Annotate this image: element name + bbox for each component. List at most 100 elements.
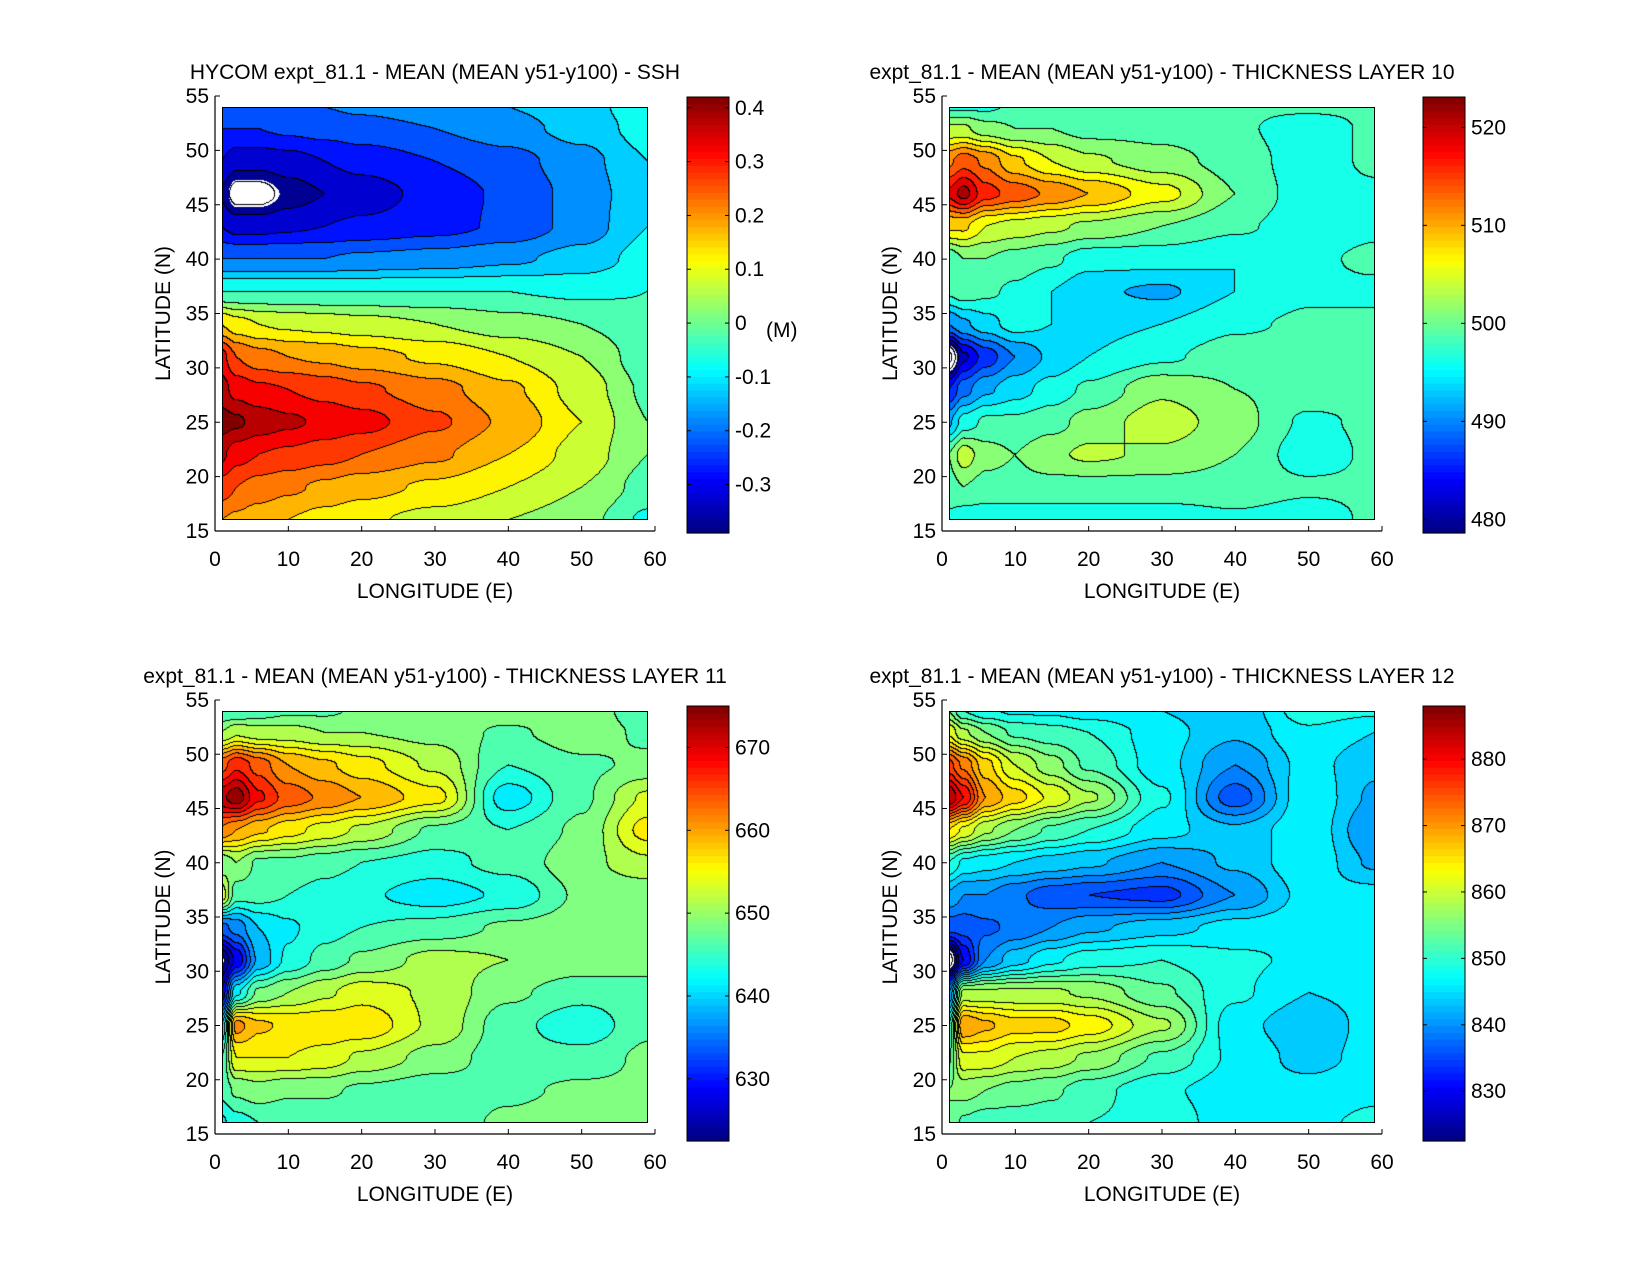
colorbar-swatch [687, 226, 729, 234]
colorbar-swatch [687, 862, 729, 870]
field-border [222, 107, 648, 520]
colorbar-swatch [1423, 971, 1465, 979]
colorbar-tick-label: 870 [1471, 815, 1506, 838]
x-tick-label: 30 [1150, 548, 1173, 571]
colorbar-swatch [1423, 841, 1465, 850]
colorbar-swatch [687, 855, 729, 863]
colorbar-swatch [687, 349, 729, 357]
colorbar-tick-label: 830 [1471, 1080, 1506, 1103]
colorbar-swatch [687, 383, 729, 391]
colorbar-swatch [687, 117, 729, 125]
field-border [949, 711, 1375, 1123]
colorbar-swatch [1423, 1073, 1465, 1081]
colorbar-swatch [687, 753, 729, 761]
colorbar: 0.4 0.3 0.2 0.1 0 -0.1 -0.2 -0.3 (M) [686, 96, 797, 534]
colorbar-swatch [687, 233, 729, 241]
colorbar-swatch [1423, 389, 1465, 398]
colorbar-swatch [687, 1018, 729, 1027]
subplot-title: expt_81.1 - MEAN (MEAN y51-y100) - THICK… [143, 665, 727, 688]
colorbar-swatch [687, 124, 729, 132]
colorbar-swatch [687, 280, 729, 289]
colorbar-swatch [687, 882, 729, 891]
y-tick-label: 15 [186, 520, 209, 543]
colorbar-swatch [1423, 137, 1465, 146]
colorbar-swatch [1423, 383, 1465, 391]
colorbar-swatch [1423, 512, 1465, 520]
colorbar-swatch [687, 485, 729, 493]
colorbar-swatch [687, 444, 729, 452]
colorbar-tick-label: 640 [735, 985, 770, 1008]
colorbar-swatch [1423, 896, 1465, 904]
subplot-title: HYCOM expt_81.1 - MEAN (MEAN y51-y100) -… [190, 61, 680, 84]
colorbar-swatch [1423, 260, 1465, 268]
colorbar-swatch [687, 294, 729, 302]
colorbar-swatch [687, 1120, 729, 1129]
x-tick-label: 40 [1224, 1151, 1247, 1174]
y-tick-label: 30 [186, 960, 209, 983]
colorbar-swatch [687, 773, 729, 782]
colorbar-swatch [1423, 1093, 1465, 1101]
subplot-title: expt_81.1 - MEAN (MEAN y51-y100) - THICK… [869, 61, 1454, 84]
colorbar-swatch [687, 923, 729, 931]
colorbar-swatch [1423, 998, 1465, 1006]
colorbar-swatch [687, 362, 729, 371]
colorbar-swatch [687, 430, 729, 439]
colorbar-border [686, 96, 730, 534]
colorbar-swatch [687, 726, 729, 734]
colorbar-swatch [1423, 1107, 1465, 1115]
colorbar-swatch [687, 1052, 729, 1061]
colorbar-swatch [1423, 1039, 1465, 1047]
colorbar-swatch [1423, 801, 1465, 809]
colorbar-swatch [687, 165, 729, 173]
colorbar-swatch [687, 998, 729, 1006]
colorbar-tick-label: 860 [1471, 881, 1506, 904]
y-tick-label: 35 [186, 906, 209, 929]
x-tick-label: 50 [570, 548, 593, 571]
subplot-title: expt_81.1 - MEAN (MEAN y51-y100) - THICK… [869, 665, 1454, 688]
y-tick-label: 25 [913, 411, 936, 434]
colorbar-swatch [687, 767, 729, 775]
colorbar-swatch [1423, 103, 1465, 112]
y-tick-label: 40 [913, 852, 936, 875]
y-tick-label: 25 [186, 411, 209, 434]
colorbar-swatch [1423, 498, 1465, 507]
colorbar-tick-label: 840 [1471, 1014, 1506, 1037]
colorbar-swatch [687, 950, 729, 959]
colorbar-swatch [687, 512, 729, 520]
colorbar-swatch [1423, 1011, 1465, 1020]
colorbar-swatch [1423, 110, 1465, 119]
x-tick-label: 60 [643, 1151, 666, 1174]
subplot-4: 0 10 20 30 40 50 60 15 20 25 30 35 40 45 50 55expt_81.1… [869, 665, 1506, 1206]
colorbar-swatch [1423, 430, 1465, 439]
colorbar-swatch [1423, 719, 1465, 727]
colorbar-swatch [1423, 178, 1465, 187]
colorbar-swatch [1423, 212, 1465, 221]
colorbar-swatch [1423, 1127, 1465, 1135]
colorbar-swatch [687, 787, 729, 795]
colorbar-swatch [1423, 835, 1465, 843]
colorbar-swatch [687, 1134, 729, 1142]
colorbar-swatch [687, 1073, 729, 1081]
x-tick-label: 10 [1004, 548, 1027, 571]
colorbar-swatch [1423, 294, 1465, 302]
colorbar-swatch [687, 739, 729, 748]
colorbar-swatch [1423, 437, 1465, 446]
y-tick-label: 25 [913, 1015, 936, 1038]
colorbar-swatch [1423, 519, 1465, 527]
colorbar-swatch [1423, 165, 1465, 173]
colorbar-swatch [687, 287, 729, 296]
x-tick-label: 0 [209, 548, 221, 571]
colorbar-swatch [687, 835, 729, 843]
y-tick-label: 30 [913, 357, 936, 380]
colorbar-swatch [1423, 267, 1465, 275]
colorbar-swatch [1423, 471, 1465, 480]
colorbar-swatch [1423, 828, 1465, 836]
colorbar-swatch [1423, 226, 1465, 234]
colorbar-swatch [687, 807, 729, 816]
colorbar-swatch [1423, 943, 1465, 952]
colorbar-swatch [1423, 199, 1465, 207]
colorbar-swatch [1423, 424, 1465, 432]
y-tick-label: 45 [186, 798, 209, 821]
